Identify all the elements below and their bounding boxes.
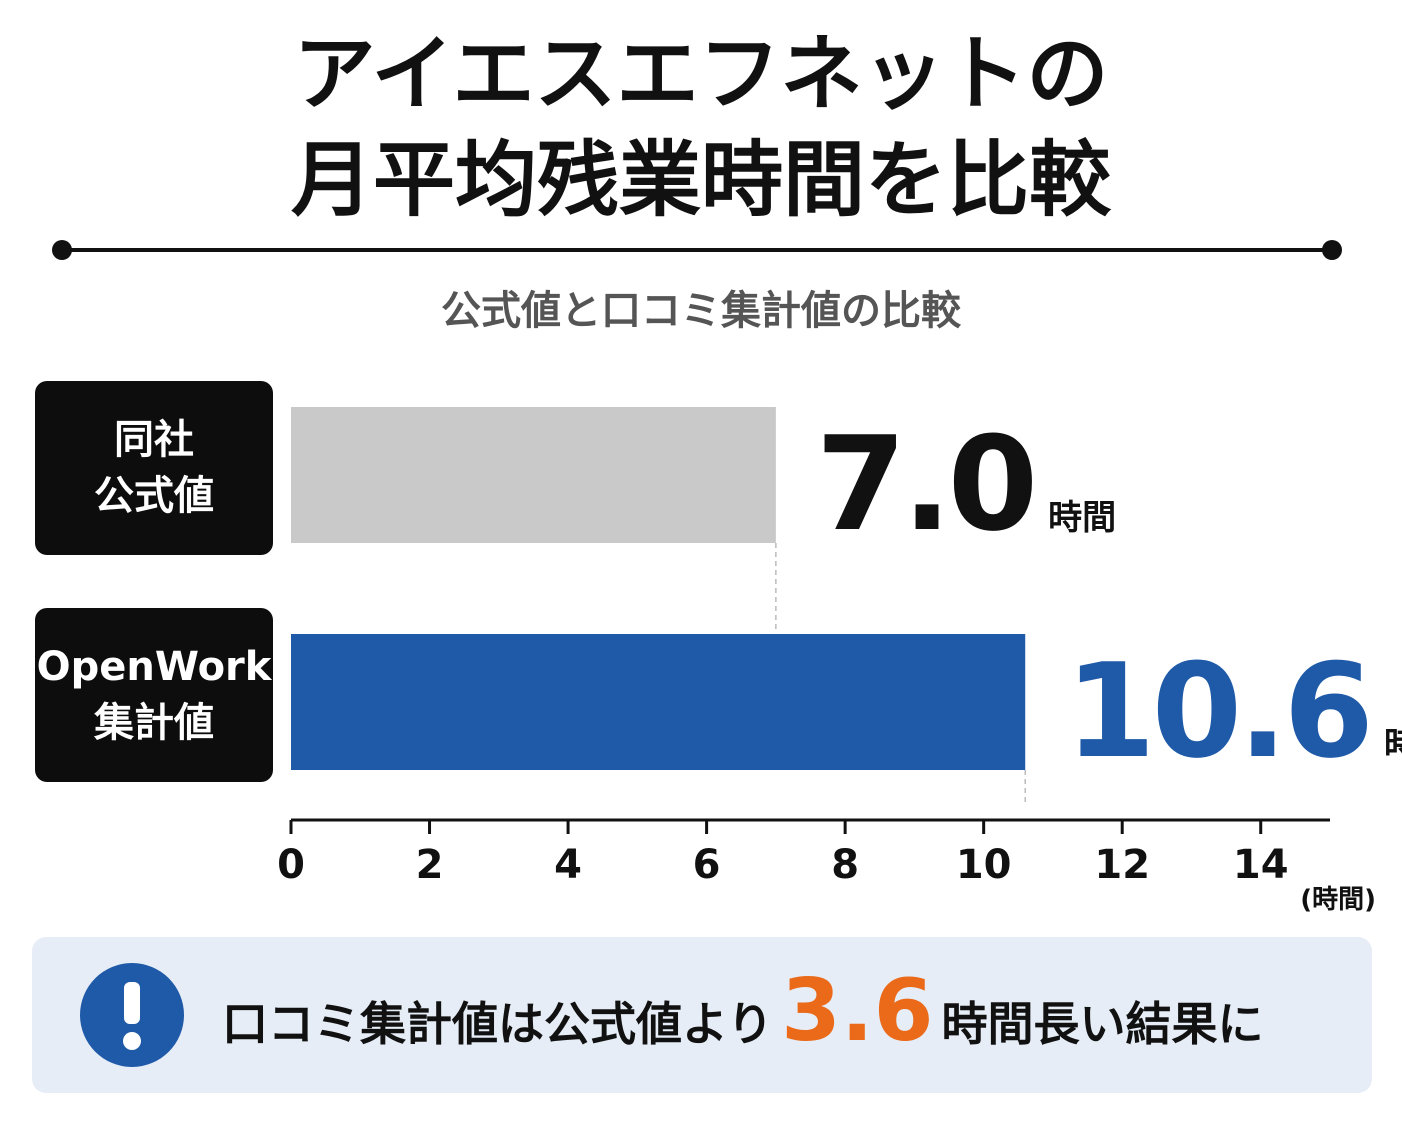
divider-dot <box>1322 240 1342 260</box>
divider-dot <box>52 240 72 260</box>
category-label: OpenWork 集計値 <box>35 608 273 782</box>
callout-suffix: 時間長い結果に <box>941 997 1263 1051</box>
bar <box>291 634 1026 770</box>
x-tick-label: 6 <box>693 842 721 888</box>
x-tick-label: 12 <box>1094 842 1150 888</box>
x-tick-label: 0 <box>277 842 305 888</box>
x-tick-label: 8 <box>831 842 859 888</box>
value-unit: 時間 <box>1384 725 1402 765</box>
callout-value: 3.6 <box>781 961 933 1061</box>
x-tick-label: 10 <box>956 842 1012 888</box>
x-tick-label: 4 <box>554 842 582 888</box>
chart-subtitle: 公式値と口コミ集計値の比較 <box>441 288 961 334</box>
icon-bar <box>124 982 140 1024</box>
callout-text: 口コミ集計値は公式値より3.6 時間長い結果に <box>222 961 1263 1061</box>
x-axis-label: (時間) <box>1300 885 1376 915</box>
value-unit: 時間 <box>1048 498 1116 538</box>
category-label: 同社 公式値 <box>35 381 273 555</box>
bar <box>291 407 776 543</box>
chart-title: アイエスエフネットの 月平均残業時間を比較 <box>290 27 1111 228</box>
value-label: 10.6 <box>1065 635 1370 787</box>
x-tick-label: 2 <box>416 842 444 888</box>
value-label: 7.0 <box>816 408 1034 560</box>
icon-dot <box>123 1032 141 1050</box>
x-tick-label: 14 <box>1233 842 1289 888</box>
callout-box <box>32 937 1372 1093</box>
callout-prefix: 口コミ集計値は公式値より <box>222 997 773 1051</box>
